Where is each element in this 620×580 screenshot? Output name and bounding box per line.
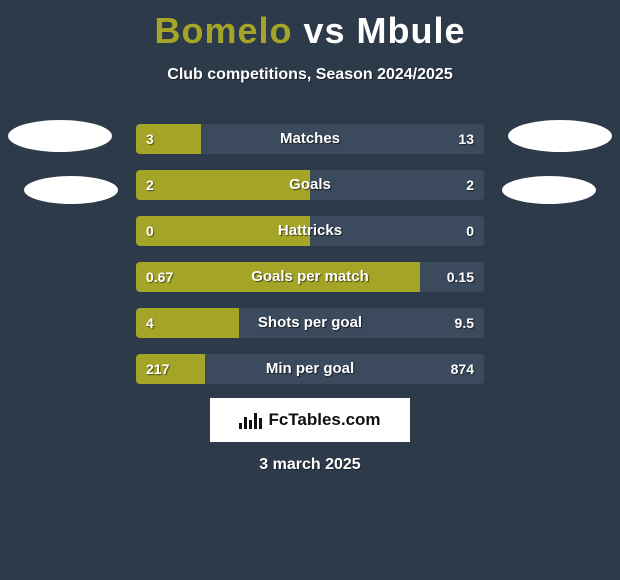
stat-value-right: 13 — [448, 124, 484, 154]
stat-value-right: 2 — [456, 170, 484, 200]
player1-name: Bomelo — [154, 10, 292, 51]
subtitle: Club competitions, Season 2024/2025 — [0, 66, 620, 84]
player2-avatar-placeholder — [508, 120, 612, 152]
stat-value-left: 0 — [136, 216, 164, 246]
stat-row: 49.5Shots per goal — [136, 308, 484, 338]
stat-row: 00Hattricks — [136, 216, 484, 246]
stat-row: 0.670.15Goals per match — [136, 262, 484, 292]
stat-value-left: 3 — [136, 124, 164, 154]
stat-value-left: 2 — [136, 170, 164, 200]
stats-rows-container: 313Matches22Goals00Hattricks0.670.15Goal… — [136, 124, 484, 400]
stat-row: 22Goals — [136, 170, 484, 200]
fctables-logo: FcTables.com — [210, 398, 410, 442]
stat-bar-right — [201, 124, 484, 154]
stat-value-right: 0 — [456, 216, 484, 246]
player1-club-placeholder — [24, 176, 118, 204]
logo-bars-icon — [239, 411, 262, 429]
stat-value-right: 0.15 — [437, 262, 484, 292]
stat-row: 217874Min per goal — [136, 354, 484, 384]
stat-value-left: 4 — [136, 308, 164, 338]
logo-text: FcTables.com — [268, 410, 380, 430]
player1-avatar-placeholder — [8, 120, 112, 152]
player2-name: Mbule — [357, 10, 466, 51]
vs-text: vs — [303, 10, 345, 51]
stat-value-right: 9.5 — [445, 308, 484, 338]
generated-date: 3 march 2025 — [0, 456, 620, 474]
stat-value-right: 874 — [441, 354, 484, 384]
stat-row: 313Matches — [136, 124, 484, 154]
player2-club-placeholder — [502, 176, 596, 204]
stat-value-left: 0.67 — [136, 262, 183, 292]
comparison-title: Bomelo vs Mbule — [0, 0, 620, 52]
stat-value-left: 217 — [136, 354, 179, 384]
